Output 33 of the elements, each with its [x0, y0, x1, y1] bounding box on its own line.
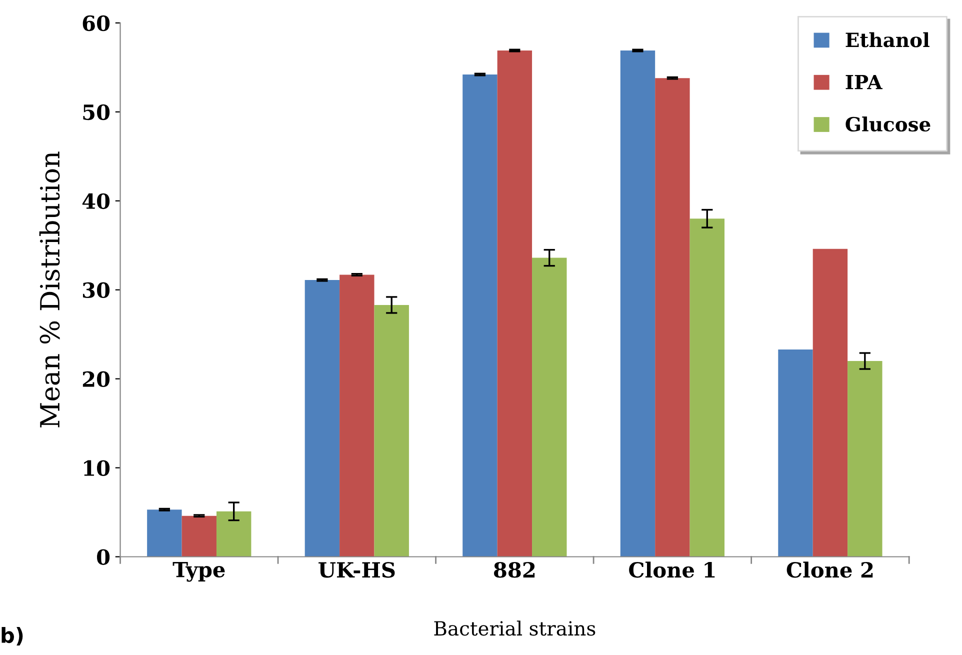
- x-tick-label: 882: [494, 562, 535, 578]
- legend-label: Ethanol: [846, 32, 930, 48]
- bar: [462, 74, 498, 557]
- bar: [182, 516, 216, 557]
- bar: [812, 248, 848, 557]
- y-tick-label: 40: [82, 193, 110, 210]
- bar: [216, 511, 252, 557]
- y-tick-label: 50: [83, 104, 110, 120]
- bar: [620, 50, 656, 557]
- bar: [304, 280, 340, 557]
- bar: [532, 258, 567, 557]
- bar: [848, 361, 882, 557]
- bar: [778, 349, 813, 557]
- y-tick-label: 30: [82, 282, 110, 298]
- bar: [340, 274, 374, 557]
- y-axis-title: Mean % Distribution: [39, 152, 60, 428]
- text: b): [2, 626, 23, 646]
- y-tick-label: 20: [82, 371, 110, 388]
- x-tick-label: Clone 2: [786, 562, 873, 578]
- y-tick-label: 0: [97, 549, 110, 565]
- bar: [147, 510, 182, 557]
- bar: [497, 50, 532, 557]
- x-tick-label: UK-HS: [318, 562, 395, 578]
- legend-label: Glucose: [846, 116, 930, 132]
- x-tick-label: Type: [172, 562, 225, 582]
- x-tick-label: Clone 1: [629, 562, 715, 578]
- y-tick-label: 60: [82, 15, 110, 32]
- bar: [374, 304, 409, 557]
- x-axis-title: Bacterial strains: [434, 620, 596, 636]
- bar: [655, 78, 690, 557]
- y-tick-label: 10: [84, 460, 110, 476]
- legend-label: IPA: [846, 74, 882, 90]
- bar: [690, 218, 724, 557]
